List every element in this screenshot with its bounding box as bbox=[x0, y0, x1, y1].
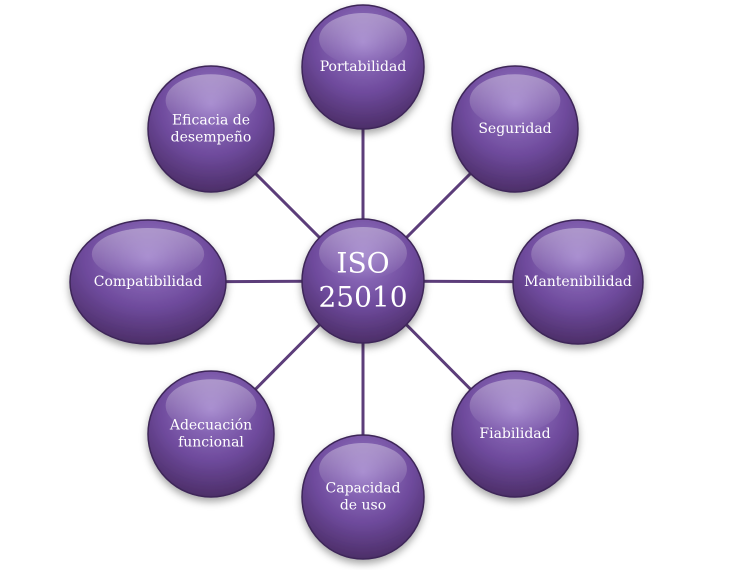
center-label-line2: 25010 bbox=[318, 281, 407, 314]
node-label-compatibilidad: Compatibilidad bbox=[94, 274, 203, 290]
node-mantenibilidad: Mantenibilidad bbox=[512, 219, 644, 345]
node-gloss-seguridad bbox=[469, 74, 561, 128]
node-compatibilidad: Compatibilidad bbox=[69, 219, 227, 345]
node-gloss-mantenibilidad bbox=[531, 228, 625, 281]
node-fiabilidad: Fiabilidad bbox=[451, 370, 579, 498]
node-seguridad: Seguridad bbox=[451, 65, 579, 193]
node-gloss-adecuacion-funcional bbox=[165, 379, 257, 433]
node-label-eficacia-de-desempeno: Eficacia de bbox=[172, 113, 250, 129]
node-gloss-portabilidad bbox=[319, 13, 407, 66]
node-portabilidad: Portabilidad bbox=[301, 4, 425, 130]
node-label-capacidad-de-uso: de uso bbox=[340, 498, 386, 514]
center-label-line1: ISO bbox=[336, 247, 389, 280]
node-gloss-compatibilidad bbox=[91, 228, 205, 281]
node-label-eficacia-de-desempeno: desempeño bbox=[171, 130, 252, 146]
node-label-portabilidad: Portabilidad bbox=[320, 59, 407, 75]
node-label-adecuacion-funcional: Adecuación bbox=[169, 418, 252, 434]
node-gloss-capacidad-de-uso bbox=[319, 443, 407, 496]
node-label-mantenibilidad: Mantenibilidad bbox=[524, 274, 632, 290]
center-gloss bbox=[319, 227, 407, 280]
node-gloss-fiabilidad bbox=[469, 379, 561, 433]
node-label-seguridad: Seguridad bbox=[478, 121, 551, 137]
node-label-adecuacion-funcional: funcional bbox=[178, 435, 244, 451]
node-gloss-eficacia-de-desempeno bbox=[165, 74, 257, 128]
node-label-capacidad-de-uso: Capacidad bbox=[326, 481, 401, 497]
node-label-fiabilidad: Fiabilidad bbox=[479, 426, 550, 442]
nodes: Portabilidad Seguridad Mantenibilidad Fiabi… bbox=[69, 4, 644, 560]
